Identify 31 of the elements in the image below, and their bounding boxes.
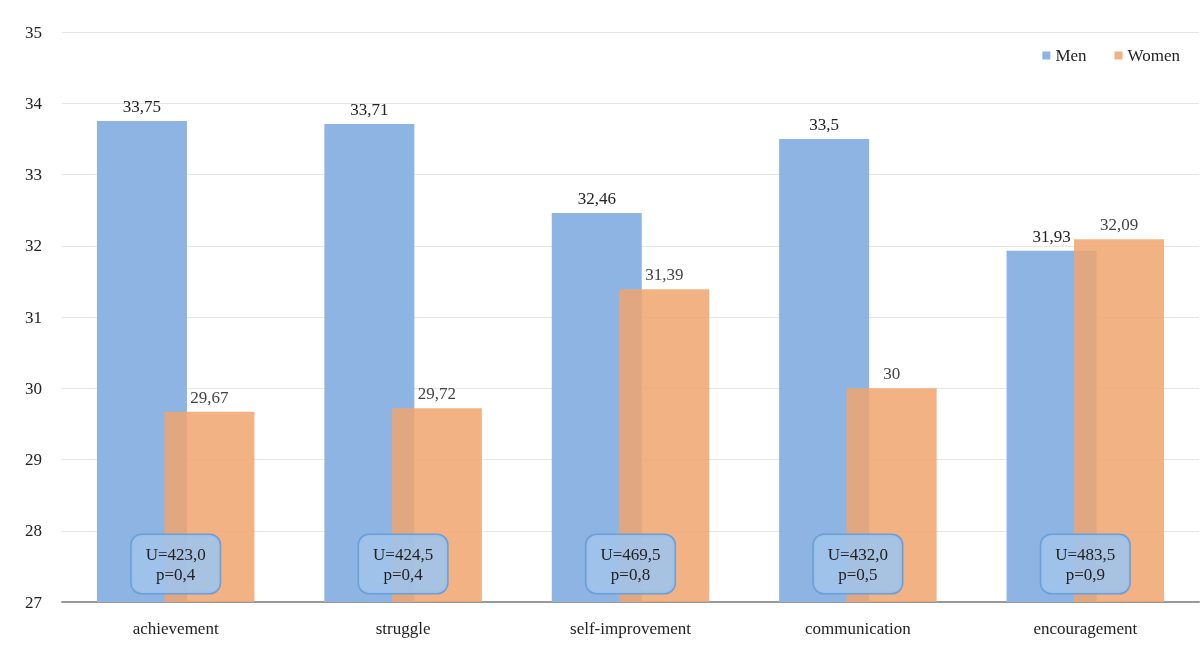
annotation: U=432,0 p=0,5 — [827, 544, 888, 584]
annotation: U=424,5 p=0,4 — [373, 544, 434, 584]
data-label: 33,5 — [809, 114, 840, 134]
x-tick-label: struggle — [375, 619, 431, 638]
data-label: 29,67 — [190, 387, 230, 407]
data-label: 32,09 — [1099, 215, 1139, 235]
y-tick-label: 27 — [25, 592, 43, 612]
y-tick-label: 31 — [25, 307, 42, 327]
annotation: U=423,0 p=0,4 — [145, 544, 206, 584]
x-tick-label: achievement — [132, 619, 219, 638]
data-label: 33,75 — [122, 97, 162, 117]
data-label: 33,71 — [350, 99, 389, 119]
x-tick-label: encouragement — [1033, 619, 1138, 638]
legend-label: Men — [1055, 46, 1088, 65]
y-tick-label: 33 — [25, 165, 42, 184]
y-tick-label: 35 — [25, 22, 42, 42]
annotation: U=469,5 p=0,8 — [600, 544, 661, 584]
data-label: 29,72 — [417, 384, 456, 404]
x-tick-label: self-improvement — [570, 619, 692, 638]
data-label: 32,46 — [577, 188, 616, 208]
y-tick-label: 34 — [25, 93, 43, 113]
data-label: 30 — [883, 364, 901, 384]
data-label: 31,39 — [645, 265, 684, 285]
y-tick-label: 32 — [25, 236, 42, 256]
y-tick-label: 30 — [25, 378, 42, 398]
x-tick-label: communication — [805, 619, 912, 638]
y-tick-label: 29 — [25, 450, 42, 469]
annotation: U=483,5 p=0,9 — [1055, 544, 1116, 584]
legend-label: Women — [1127, 46, 1181, 65]
data-label: 31,93 — [1032, 226, 1071, 246]
y-tick-label: 28 — [25, 521, 42, 541]
